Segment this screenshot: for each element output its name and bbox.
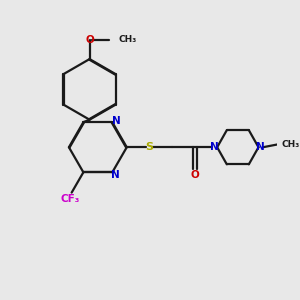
Text: CF₃: CF₃ <box>61 194 80 205</box>
Text: O: O <box>190 170 199 180</box>
Text: N: N <box>112 116 120 126</box>
Text: N: N <box>256 142 265 152</box>
Text: N: N <box>210 142 219 152</box>
Text: CH₃: CH₃ <box>118 35 137 44</box>
Text: S: S <box>145 142 153 152</box>
Text: N: N <box>111 169 119 179</box>
Text: O: O <box>85 35 94 45</box>
Text: CH₃: CH₃ <box>282 140 300 149</box>
